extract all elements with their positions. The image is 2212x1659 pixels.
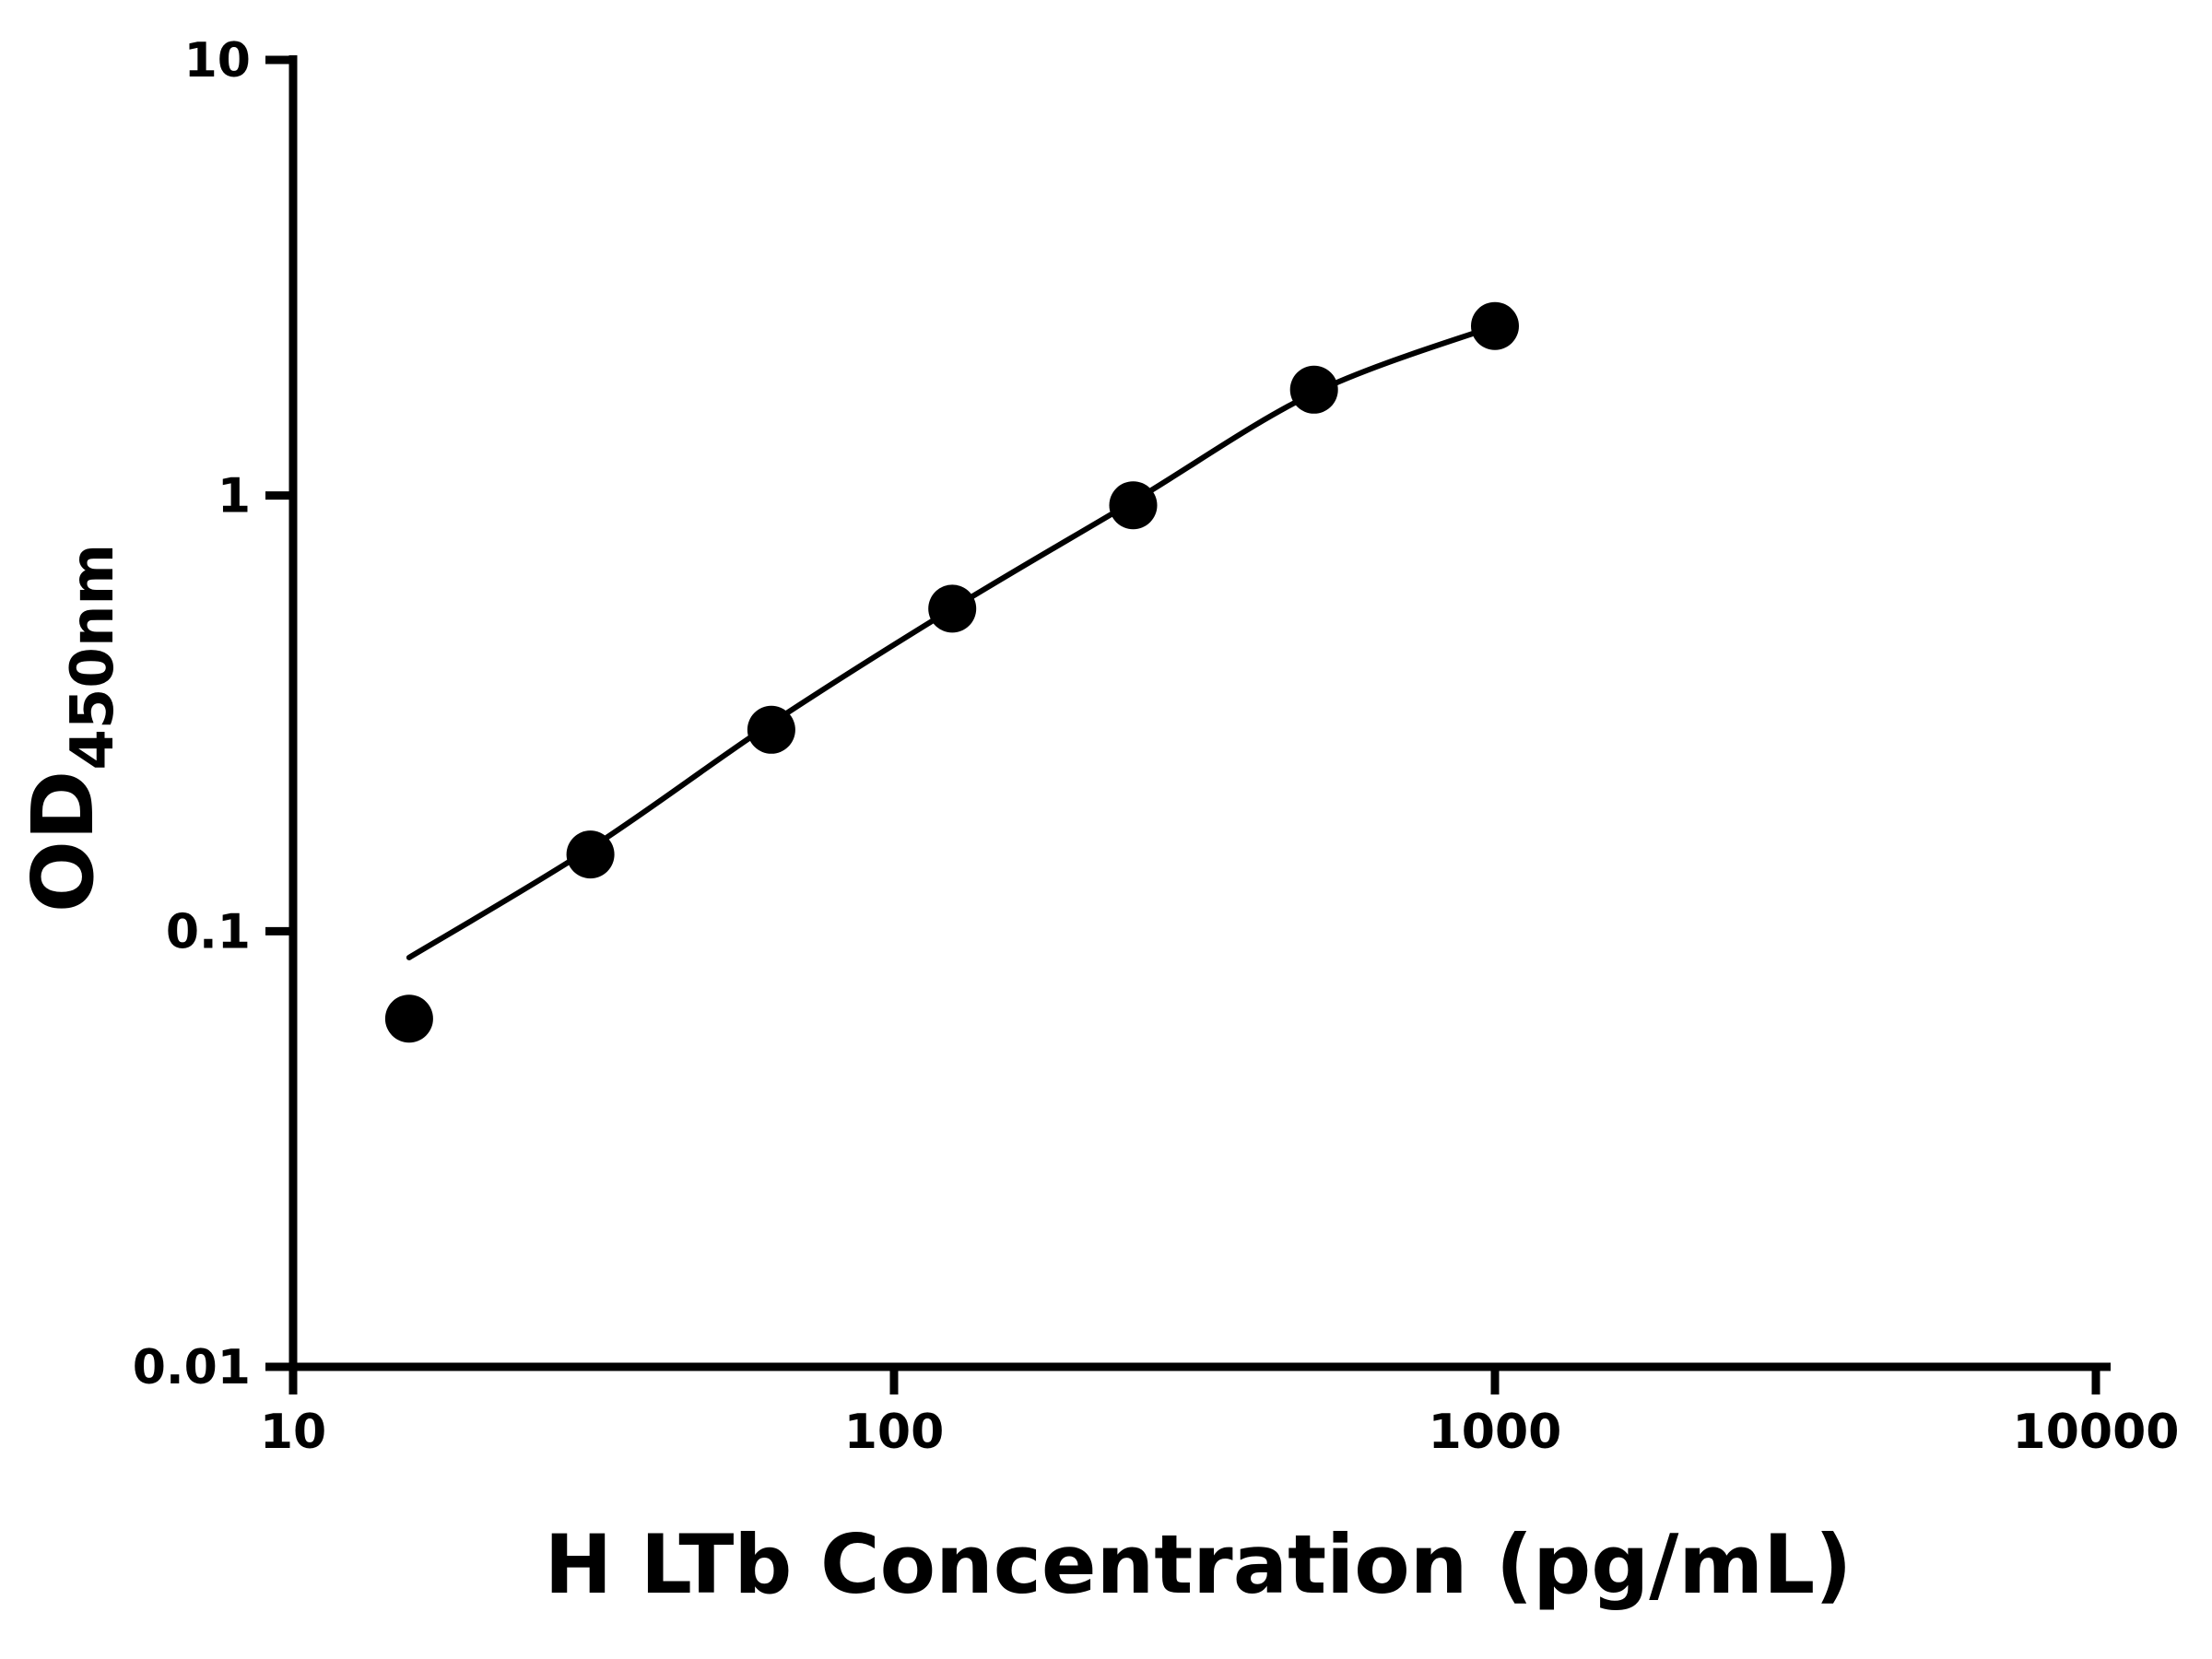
tick-labels: 10 100 1000 10000 10 1 0.1 0.01 bbox=[133, 33, 2180, 1460]
data-point bbox=[384, 994, 433, 1043]
x-axis-title: H LTb Concentration (pg/mL) bbox=[545, 1517, 1853, 1612]
x-tick-label: 10000 bbox=[2013, 1405, 2180, 1460]
data-point bbox=[1289, 365, 1338, 414]
x-tick-label: 10 bbox=[260, 1405, 326, 1460]
y-axis-title-subscript: 450nm bbox=[59, 544, 127, 771]
y-axis-title: OD450nm bbox=[14, 544, 127, 912]
y-axis-title-main: OD bbox=[14, 771, 112, 913]
data-points bbox=[384, 301, 1519, 1043]
data-point bbox=[747, 705, 795, 754]
y-tick-label: 0.01 bbox=[133, 1340, 251, 1395]
y-tick-label: 10 bbox=[184, 33, 251, 88]
x-tick-label: 1000 bbox=[1429, 1405, 1562, 1460]
data-point bbox=[566, 830, 615, 879]
y-tick-label: 1 bbox=[218, 469, 251, 524]
x-tick-label: 100 bbox=[844, 1405, 945, 1460]
data-point bbox=[928, 584, 977, 633]
y-tick-label: 0.1 bbox=[166, 904, 251, 959]
data-point bbox=[1109, 481, 1158, 530]
data-point bbox=[1471, 301, 1519, 350]
axes bbox=[265, 55, 2111, 1394]
